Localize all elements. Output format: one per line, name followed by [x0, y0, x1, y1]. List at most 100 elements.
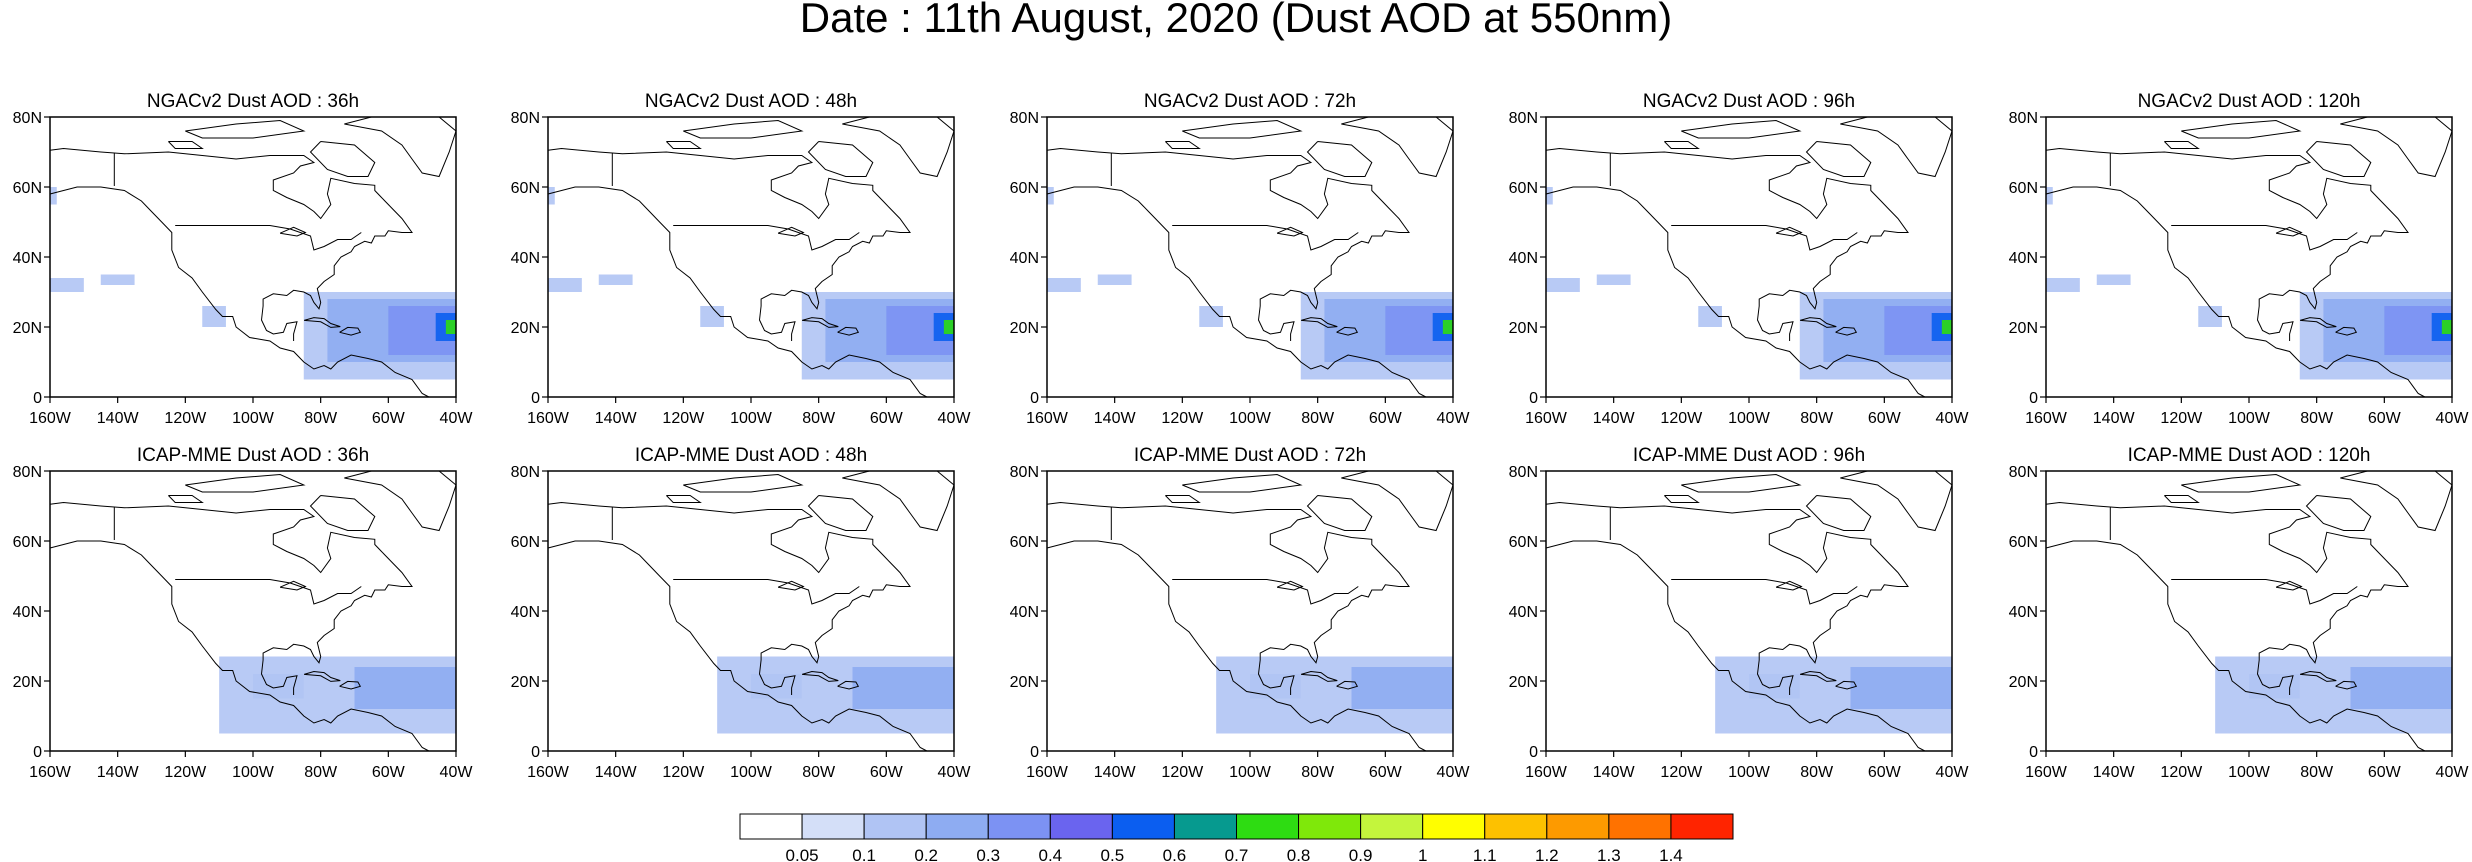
colorbar-swatch: [1236, 813, 1300, 840]
coastline: [1046, 147, 1410, 310]
coastline: [1182, 119, 1303, 139]
coastline: [339, 680, 362, 690]
dust-aod-area: [751, 674, 802, 699]
coastline: [279, 226, 307, 237]
lat-tick-label: 60N: [511, 534, 540, 551]
coastline: [1756, 659, 1794, 695]
lat-tick-label: 20N: [1010, 320, 1039, 337]
coastline: [547, 186, 928, 398]
dust-aod-area: [1546, 187, 1553, 205]
coastline: [1775, 580, 1803, 591]
coastline: [758, 305, 796, 341]
lon-tick-label: 120W: [1660, 764, 1703, 781]
lon-tick-label: 160W: [2025, 410, 2068, 427]
colorbar-label: 0.4: [1038, 846, 1062, 862]
coastline: [683, 119, 804, 139]
map-panel: NGACv2 Dust AOD : 72h 160W 140W 120W 100W 80W…: [1010, 91, 1471, 427]
coastline: [2045, 186, 2426, 398]
coastline: [2305, 141, 2372, 177]
colorbar-label: 1.1: [1473, 846, 1497, 862]
lon-tick-label: 140W: [595, 764, 638, 781]
colorbar-label: 0.2: [914, 846, 938, 862]
coastline: [547, 501, 911, 664]
lon-tick-label: 120W: [1161, 764, 1204, 781]
dust-aod-area: [100, 274, 135, 285]
coastline: [801, 317, 839, 328]
lon-tick-label: 160W: [1026, 410, 1069, 427]
lon-tick-label: 40W: [440, 764, 474, 781]
dust-aod-area: [1442, 320, 1453, 334]
coastline: [344, 470, 457, 532]
dust-aod-area: [1199, 306, 1223, 327]
lat-tick-label: 40N: [13, 604, 42, 621]
lon-tick-label: 60W: [1369, 410, 1403, 427]
coastline: [1306, 495, 1373, 531]
lon-tick-label: 120W: [662, 410, 705, 427]
lon-tick-label: 80W: [802, 764, 836, 781]
colorbar-swatch: [1484, 813, 1548, 840]
lon-tick-label: 120W: [1660, 410, 1703, 427]
coastline: [2256, 659, 2294, 695]
lon-tick-label: 80W: [2300, 764, 2334, 781]
lon-tick-label: 60W: [372, 764, 406, 781]
colorbar-label: 0.1: [852, 846, 876, 862]
lat-tick-label: 0: [2029, 390, 2038, 407]
colorbar-swatch: [801, 813, 865, 840]
panel-title: NGACv2 Dust AOD : 96h: [1643, 91, 1855, 112]
dust-aod-area: [2198, 306, 2222, 327]
lat-tick-label: 0: [1529, 390, 1538, 407]
map-panel: NGACv2 Dust AOD : 36h 160W 140W 120W 100W 80W…: [13, 91, 474, 427]
dust-aod-area: [354, 667, 456, 709]
colorbar-swatch: [1670, 813, 1734, 840]
coastline: [842, 470, 955, 532]
coastline: [49, 147, 413, 310]
lat-tick-label: 80N: [1509, 110, 1538, 127]
lon-tick-label: 80W: [1800, 410, 1834, 427]
dust-aod-area: [1097, 274, 1132, 285]
colorbar-swatch: [1111, 813, 1175, 840]
coastline: [2275, 580, 2303, 591]
coastline: [2164, 495, 2200, 503]
lon-tick-label: 140W: [1593, 410, 1636, 427]
dust-aod-area: [1941, 320, 1952, 334]
lon-tick-label: 140W: [595, 410, 638, 427]
lat-tick-label: 40N: [1010, 250, 1039, 267]
lat-tick-label: 0: [1030, 744, 1039, 761]
lon-tick-label: 40W: [938, 764, 972, 781]
coastline: [777, 580, 805, 591]
colorbar-label: 0.8: [1287, 846, 1311, 862]
colorbar-label: 0.6: [1163, 846, 1187, 862]
coastline: [185, 473, 306, 493]
coastline: [2045, 147, 2409, 310]
coastline: [1276, 226, 1304, 237]
dust-aod-area: [2096, 274, 2131, 285]
figure-title: Date : 11th August, 2020 (Dust AOD at 55…: [800, 0, 1672, 41]
coastline: [309, 495, 376, 531]
coastline: [344, 116, 457, 178]
lat-tick-label: 80N: [13, 464, 42, 481]
dust-aod-area: [1850, 667, 1952, 709]
lat-tick-label: 0: [33, 744, 42, 761]
coastline: [303, 670, 341, 682]
coastline: [175, 225, 362, 251]
lat-tick-label: 40N: [13, 250, 42, 267]
lon-tick-label: 60W: [1369, 764, 1403, 781]
dust-aod-area: [1351, 667, 1453, 709]
dust-aod-area: [2249, 674, 2300, 699]
coastline: [49, 186, 430, 398]
coastline: [49, 540, 430, 752]
coastline: [1165, 495, 1201, 503]
lat-tick-label: 20N: [511, 674, 540, 691]
lat-tick-label: 80N: [1010, 110, 1039, 127]
coastline: [339, 326, 362, 336]
coastline: [1300, 317, 1338, 328]
coastline: [2171, 579, 2358, 605]
lat-tick-label: 80N: [511, 110, 540, 127]
coastline: [1664, 495, 1700, 503]
lon-tick-label: 80W: [802, 410, 836, 427]
map-panel: ICAP-MME Dust AOD : 96h 160W 140W 120W 100W 8…: [1509, 445, 1970, 781]
coastline: [1805, 141, 1872, 177]
coastline: [842, 116, 955, 178]
coastline: [49, 501, 413, 664]
